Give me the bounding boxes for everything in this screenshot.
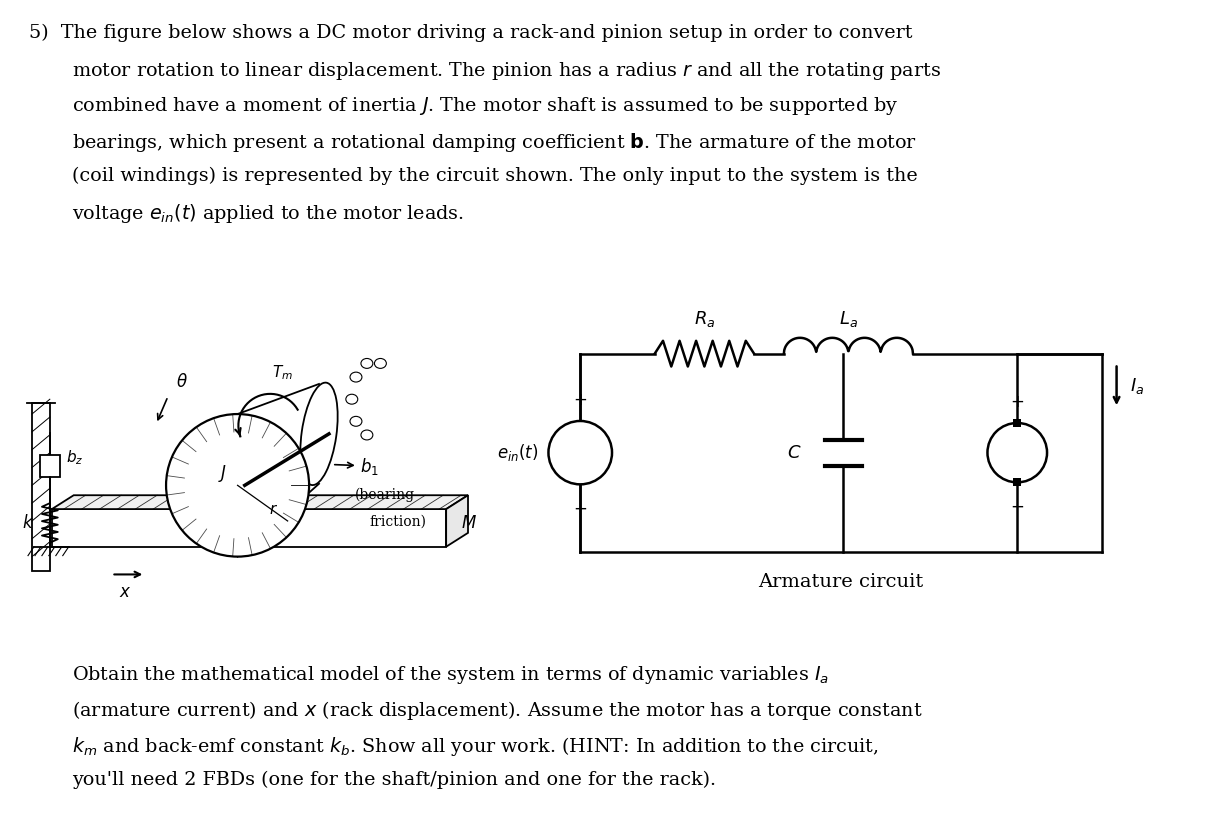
Text: Armature circuit: Armature circuit — [759, 573, 924, 592]
Text: $\theta$: $\theta$ — [176, 373, 188, 391]
Text: $k$: $k$ — [22, 514, 34, 532]
Text: $k_m$ and back-emf constant $k_b$. Show all your work. (HINT: In addition to the: $k_m$ and back-emf constant $k_b$. Show … — [71, 735, 878, 758]
Circle shape — [549, 421, 613, 484]
Text: (bearing: (bearing — [354, 488, 415, 502]
Text: $L_a$: $L_a$ — [839, 309, 857, 328]
Ellipse shape — [360, 359, 373, 369]
Text: voltage $e_{in}(t)$ applied to the motor leads.: voltage $e_{in}(t)$ applied to the motor… — [71, 202, 464, 225]
Text: $C$: $C$ — [787, 443, 802, 462]
Ellipse shape — [360, 430, 373, 440]
Text: $-$: $-$ — [1010, 496, 1025, 515]
Bar — [39, 455, 60, 477]
Text: $I_a$: $I_a$ — [1130, 375, 1145, 396]
Polygon shape — [52, 495, 467, 510]
Ellipse shape — [351, 372, 362, 382]
Text: $-$: $-$ — [573, 499, 587, 516]
Polygon shape — [446, 495, 467, 546]
Text: $+$: $+$ — [573, 391, 587, 409]
Text: combined have a moment of inertia $J$. The motor shaft is assumed to be supporte: combined have a moment of inertia $J$. T… — [71, 96, 898, 117]
Text: $R_a$: $R_a$ — [694, 309, 715, 328]
Bar — [32, 403, 50, 572]
Ellipse shape — [346, 394, 358, 404]
Text: (coil windings) is represented by the circuit shown. The only input to the syste: (coil windings) is represented by the ci… — [71, 167, 918, 185]
Text: $e_{in}(t)$: $e_{in}(t)$ — [497, 442, 539, 463]
Text: motor rotation to linear displacement. The pinion has a radius $r$ and all the r: motor rotation to linear displacement. T… — [71, 59, 941, 81]
Text: Obtain the mathematical model of the system in terms of dynamic variables $I_a$: Obtain the mathematical model of the sys… — [71, 664, 829, 685]
Ellipse shape — [300, 383, 338, 485]
Text: friction): friction) — [370, 515, 427, 529]
Text: $M$: $M$ — [461, 515, 477, 532]
Text: $J$: $J$ — [218, 463, 228, 484]
Ellipse shape — [374, 359, 386, 369]
Text: $r$: $r$ — [269, 503, 278, 517]
Bar — [52, 510, 446, 546]
Circle shape — [166, 414, 309, 556]
Text: $e_b$: $e_b$ — [1006, 444, 1025, 461]
Ellipse shape — [351, 416, 362, 427]
Text: bearings, which present a rotational damping coefficient $\mathbf{b}$. The armat: bearings, which present a rotational dam… — [71, 131, 916, 154]
Text: $x$: $x$ — [119, 584, 132, 602]
Bar — [1014, 478, 1021, 486]
Text: $b_1$: $b_1$ — [359, 456, 379, 477]
Text: (armature current) and $x$ (rack displacement). Assume the motor has a torque co: (armature current) and $x$ (rack displac… — [71, 699, 922, 722]
Circle shape — [988, 423, 1047, 483]
Text: $b_z$: $b_z$ — [65, 449, 84, 468]
Text: 5)  The figure below shows a DC motor driving a rack-and pinion setup in order t: 5) The figure below shows a DC motor dri… — [30, 24, 913, 42]
Text: $+$: $+$ — [1010, 393, 1025, 411]
Text: you'll need 2 FBDs (one for the shaft/pinion and one for the rack).: you'll need 2 FBDs (one for the shaft/pi… — [71, 770, 716, 789]
Bar — [1014, 419, 1021, 427]
Text: $T_m$: $T_m$ — [272, 363, 293, 382]
